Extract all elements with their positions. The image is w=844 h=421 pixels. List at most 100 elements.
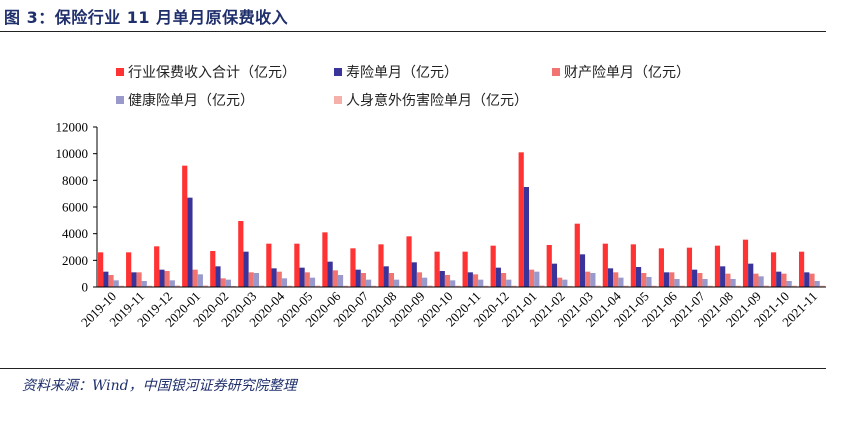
bar-life	[748, 263, 754, 287]
bar-accident	[707, 285, 713, 287]
bar-life	[243, 251, 249, 287]
bar-life	[776, 271, 782, 287]
bar-health	[337, 275, 344, 287]
y-tick-label: 10000	[56, 146, 89, 161]
bar-health	[478, 279, 484, 287]
bar-accident	[146, 285, 153, 287]
bar-property	[444, 275, 451, 287]
y-tick-label: 2000	[62, 253, 88, 268]
bar-property	[332, 270, 338, 287]
legend-label-health: 健康险单月（亿元）	[128, 93, 254, 109]
bar-life	[131, 272, 137, 287]
bar-life	[271, 268, 277, 287]
bar-accident	[174, 285, 181, 287]
bar-accident	[791, 285, 797, 287]
bar-accident	[202, 285, 209, 287]
bar-life	[159, 269, 165, 287]
bar-property	[304, 272, 310, 287]
bar-property	[192, 269, 198, 287]
bar-total	[350, 248, 356, 287]
bar-accident	[819, 285, 825, 287]
bar-life	[187, 197, 193, 287]
bar-health	[394, 279, 400, 287]
legend-label-accident: 人身意外伤害险单月（亿元）	[346, 93, 528, 109]
legend-swatch-health	[116, 96, 124, 104]
bar-health	[141, 281, 147, 287]
bar-accident	[230, 285, 237, 287]
bar-total	[434, 251, 440, 287]
bar-life	[411, 262, 417, 287]
bar-property	[809, 273, 815, 287]
bar-total	[686, 247, 693, 287]
bar-property	[220, 278, 226, 287]
y-tick-label: 6000	[62, 200, 88, 215]
bar-health	[225, 279, 231, 287]
legend-swatch-life	[334, 68, 342, 76]
bar-health	[253, 273, 260, 287]
bar-health	[506, 279, 512, 287]
bar-accident	[259, 285, 265, 287]
bar-accident	[483, 285, 489, 287]
bar-property	[416, 272, 423, 287]
bar-total	[630, 244, 636, 287]
bar-total	[770, 252, 777, 287]
bar-life	[467, 272, 473, 287]
bar-total	[126, 252, 132, 287]
figure-title: 图 3：保险行业 11 月单月原保费收入	[4, 8, 289, 27]
bar-life	[551, 263, 558, 287]
bar-accident	[623, 285, 629, 287]
bar-total	[266, 243, 272, 287]
bar-life	[103, 271, 109, 287]
bar-accident	[371, 285, 377, 287]
bar-property	[472, 274, 479, 287]
bar-life	[383, 266, 389, 287]
legend-item-health: 健康险单月（亿元）	[116, 90, 254, 110]
bar-life	[299, 267, 305, 287]
bar-health	[618, 277, 624, 287]
bar-total	[462, 251, 468, 287]
bar-property	[388, 273, 395, 287]
legend-label-total: 行业保费收入合计（亿元）	[128, 65, 296, 81]
y-tick-label: 0	[82, 280, 89, 295]
legend-swatch-accident	[334, 96, 342, 104]
bar-property	[641, 273, 647, 287]
bar-accident	[679, 285, 685, 287]
bar-property	[753, 273, 759, 287]
title-rule	[0, 31, 826, 32]
bar-health	[674, 279, 680, 287]
bar-health	[646, 277, 652, 287]
bar-property	[697, 273, 703, 287]
bar-property	[528, 269, 535, 287]
legend-swatch-total	[116, 68, 124, 76]
bar-property	[613, 272, 619, 287]
bar-life	[607, 268, 614, 287]
bar-accident	[427, 285, 433, 287]
bar-accident	[399, 285, 405, 287]
bar-life	[579, 254, 586, 287]
bar-total	[406, 236, 412, 287]
bar-total	[518, 152, 524, 287]
bar-accident	[511, 285, 517, 287]
bar-accident	[455, 285, 461, 287]
legend-label-property: 财产险单月（亿元）	[564, 65, 690, 81]
bar-accident	[343, 285, 349, 287]
bar-life	[663, 272, 670, 287]
bar-property	[781, 273, 787, 287]
bar-total	[490, 245, 496, 287]
bar-life	[439, 271, 445, 287]
bar-life	[215, 266, 221, 287]
bar-total	[602, 243, 608, 287]
legend-swatch-property	[552, 68, 560, 76]
bar-total	[742, 239, 749, 287]
bar-property	[108, 275, 114, 287]
bar-health	[422, 277, 428, 287]
bar-accident	[118, 285, 125, 287]
bar-health	[197, 274, 203, 287]
legend-item-property: 财产险单月（亿元）	[552, 62, 690, 82]
bar-health	[730, 279, 736, 287]
legend-item-accident: 人身意外伤害险单月（亿元）	[334, 90, 528, 110]
bar-life	[635, 267, 642, 287]
y-tick-label: 8000	[62, 173, 88, 188]
bar-total	[182, 165, 188, 287]
